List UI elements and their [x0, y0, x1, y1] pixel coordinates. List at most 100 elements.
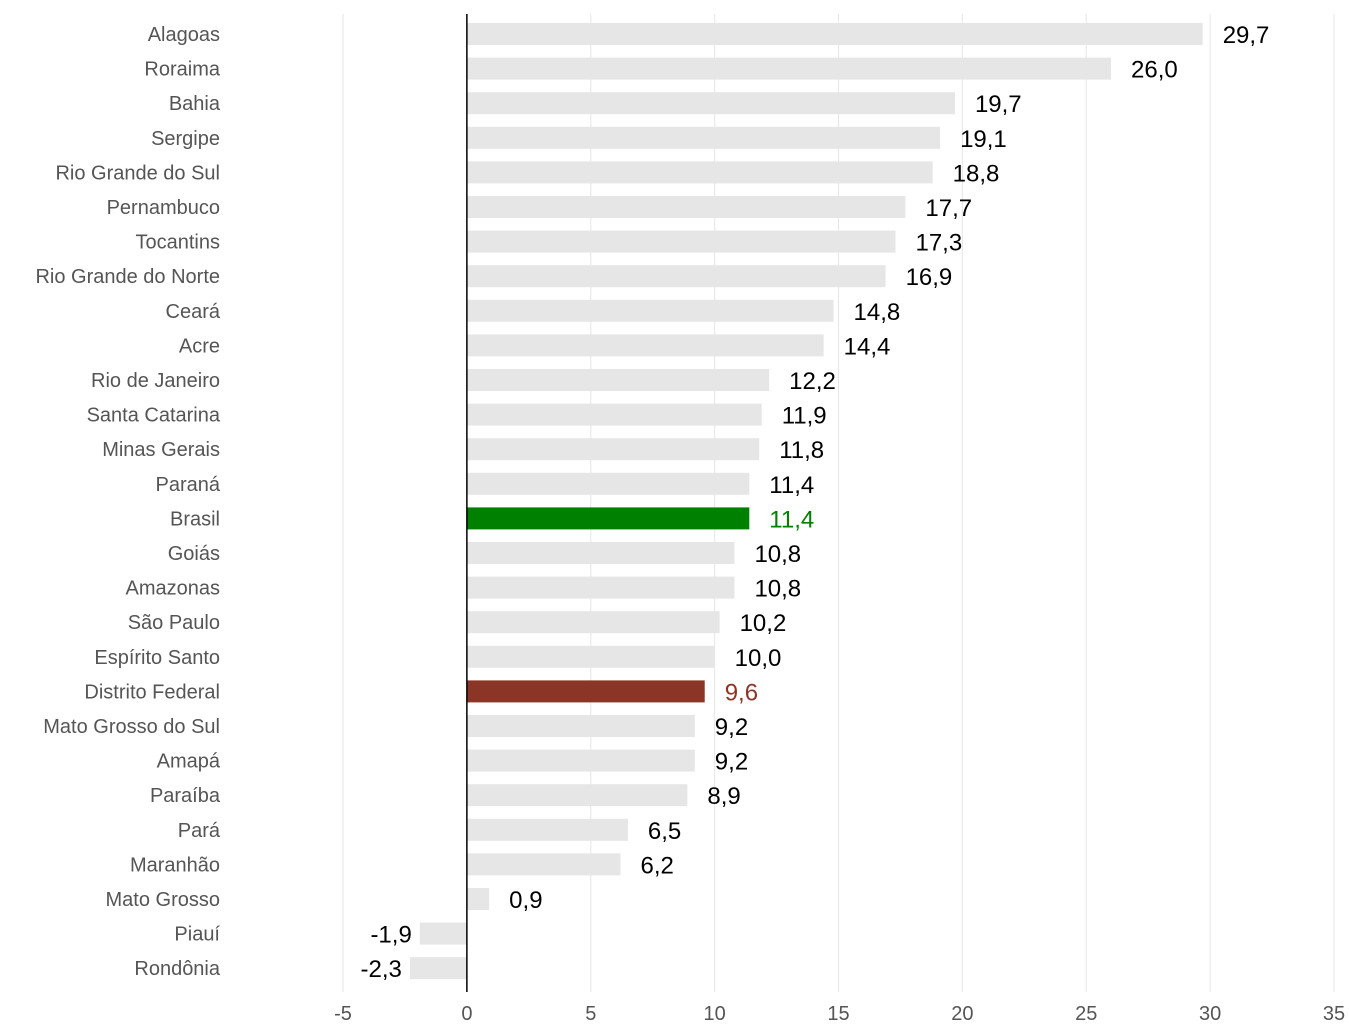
value-label: 26,0: [1131, 57, 1178, 84]
value-label: 10,0: [735, 645, 782, 672]
category-label: Amazonas: [126, 578, 221, 600]
bar: [466, 161, 933, 184]
category-label: Paraná: [156, 474, 221, 496]
x-tick-label: 5: [585, 1003, 596, 1022]
x-tick-label: 10: [704, 1003, 726, 1022]
category-label: Pará: [178, 820, 221, 842]
bar: [466, 57, 1112, 80]
category-label: Santa Catarina: [87, 405, 221, 427]
bar: [466, 507, 750, 530]
value-label: 19,7: [975, 91, 1022, 118]
category-label: Rondônia: [134, 958, 221, 980]
value-label: 6,5: [648, 818, 681, 845]
category-label: Tocantins: [136, 232, 221, 254]
bar: [466, 196, 906, 218]
category-label: Goiás: [168, 543, 220, 565]
value-label: 8,9: [707, 783, 740, 810]
value-label: 0,9: [509, 887, 542, 914]
category-label: Mato Grosso: [106, 889, 220, 911]
category-label: Distrito Federal: [84, 681, 220, 703]
bar: [466, 438, 760, 461]
value-label: 14,4: [844, 333, 891, 360]
value-label: 18,8: [953, 160, 1000, 187]
value-label: 19,1: [960, 126, 1007, 153]
category-label: Rio Grande do Norte: [35, 266, 220, 288]
bars-layer: [409, 23, 1203, 980]
category-label: Alagoas: [148, 24, 220, 46]
bar: [466, 265, 886, 288]
value-label: 9,2: [715, 714, 748, 741]
bar: [466, 888, 490, 910]
value-label: 16,9: [906, 264, 953, 291]
category-label: Paraíba: [150, 785, 221, 807]
category-label: Piauí: [174, 924, 220, 946]
value-label: 10,2: [740, 610, 787, 637]
category-label: Roraima: [144, 59, 220, 81]
category-label: Rio de Janeiro: [91, 370, 220, 392]
bar: [466, 749, 695, 772]
x-tick-label: 30: [1199, 1003, 1221, 1022]
bar: [466, 611, 720, 634]
category-label: Amapá: [157, 751, 221, 773]
value-label: 17,3: [915, 230, 962, 257]
bar: [466, 784, 688, 807]
value-label: 11,9: [782, 403, 827, 430]
value-label: 11,8: [779, 437, 824, 464]
grid-layer: [342, 14, 1335, 992]
x-axis-tick-labels: -5 0 5 10 15 20 25 30 35: [334, 1003, 1345, 1025]
value-label: 11,4: [769, 506, 814, 533]
category-label: Espírito Santo: [94, 647, 220, 669]
x-tick-label: 20: [951, 1003, 973, 1022]
category-label: Brasil: [170, 508, 220, 530]
bar: [466, 230, 896, 253]
value-label: 9,6: [725, 679, 758, 706]
bar: [466, 645, 715, 668]
value-label: 17,7: [925, 195, 972, 222]
x-tick-label: -5: [334, 1003, 352, 1022]
x-tick-label: 0: [461, 1003, 472, 1022]
bar: [466, 126, 941, 149]
x-tick-label: 35: [1323, 1003, 1345, 1022]
category-label: Maranhão: [130, 854, 220, 876]
value-label: 9,2: [715, 749, 748, 776]
bar: [466, 853, 621, 876]
category-label: Pernambuco: [107, 197, 220, 219]
category-label: Minas Gerais: [102, 439, 220, 461]
value-label: -1,9: [370, 922, 411, 949]
bar: [466, 542, 735, 564]
bar: [466, 576, 735, 599]
bar: [466, 92, 955, 115]
bar: [419, 922, 467, 945]
value-label: -2,3: [361, 956, 402, 983]
category-label: São Paulo: [128, 612, 220, 634]
category-label: Acre: [179, 335, 220, 357]
value-label: 11,4: [769, 472, 814, 499]
category-label: Mato Grosso do Sul: [43, 716, 220, 738]
value-labels: 29,7 26,0 19,7 19,1 18,8 17,7 17,3 16,914,8 14,4…: [361, 22, 1270, 983]
bar: [466, 715, 695, 737]
bar: [466, 403, 762, 426]
value-label: 14,8: [854, 299, 901, 326]
bar: [466, 299, 834, 322]
bar: [466, 818, 628, 841]
bar: [466, 334, 824, 357]
bar: [466, 472, 750, 495]
category-label: Bahia: [169, 93, 221, 115]
category-label: Sergipe: [151, 128, 220, 150]
value-label: 10,8: [754, 576, 801, 603]
x-tick-label: 25: [1075, 1003, 1097, 1022]
bar: [409, 957, 467, 980]
bar: [466, 23, 1203, 45]
category-label: Rio Grande do Sul: [55, 162, 220, 184]
x-tick-label: 15: [827, 1003, 849, 1022]
bar: [466, 680, 705, 703]
bar: [466, 369, 770, 391]
value-label: 29,7: [1223, 22, 1270, 49]
value-label: 10,8: [754, 541, 801, 568]
value-label: 12,2: [789, 368, 836, 395]
value-label: 6,2: [640, 852, 673, 879]
category-labels: Alagoas Roraima Bahia Sergipe Rio Grande do …: [35, 24, 220, 980]
category-label: Ceará: [166, 301, 221, 323]
